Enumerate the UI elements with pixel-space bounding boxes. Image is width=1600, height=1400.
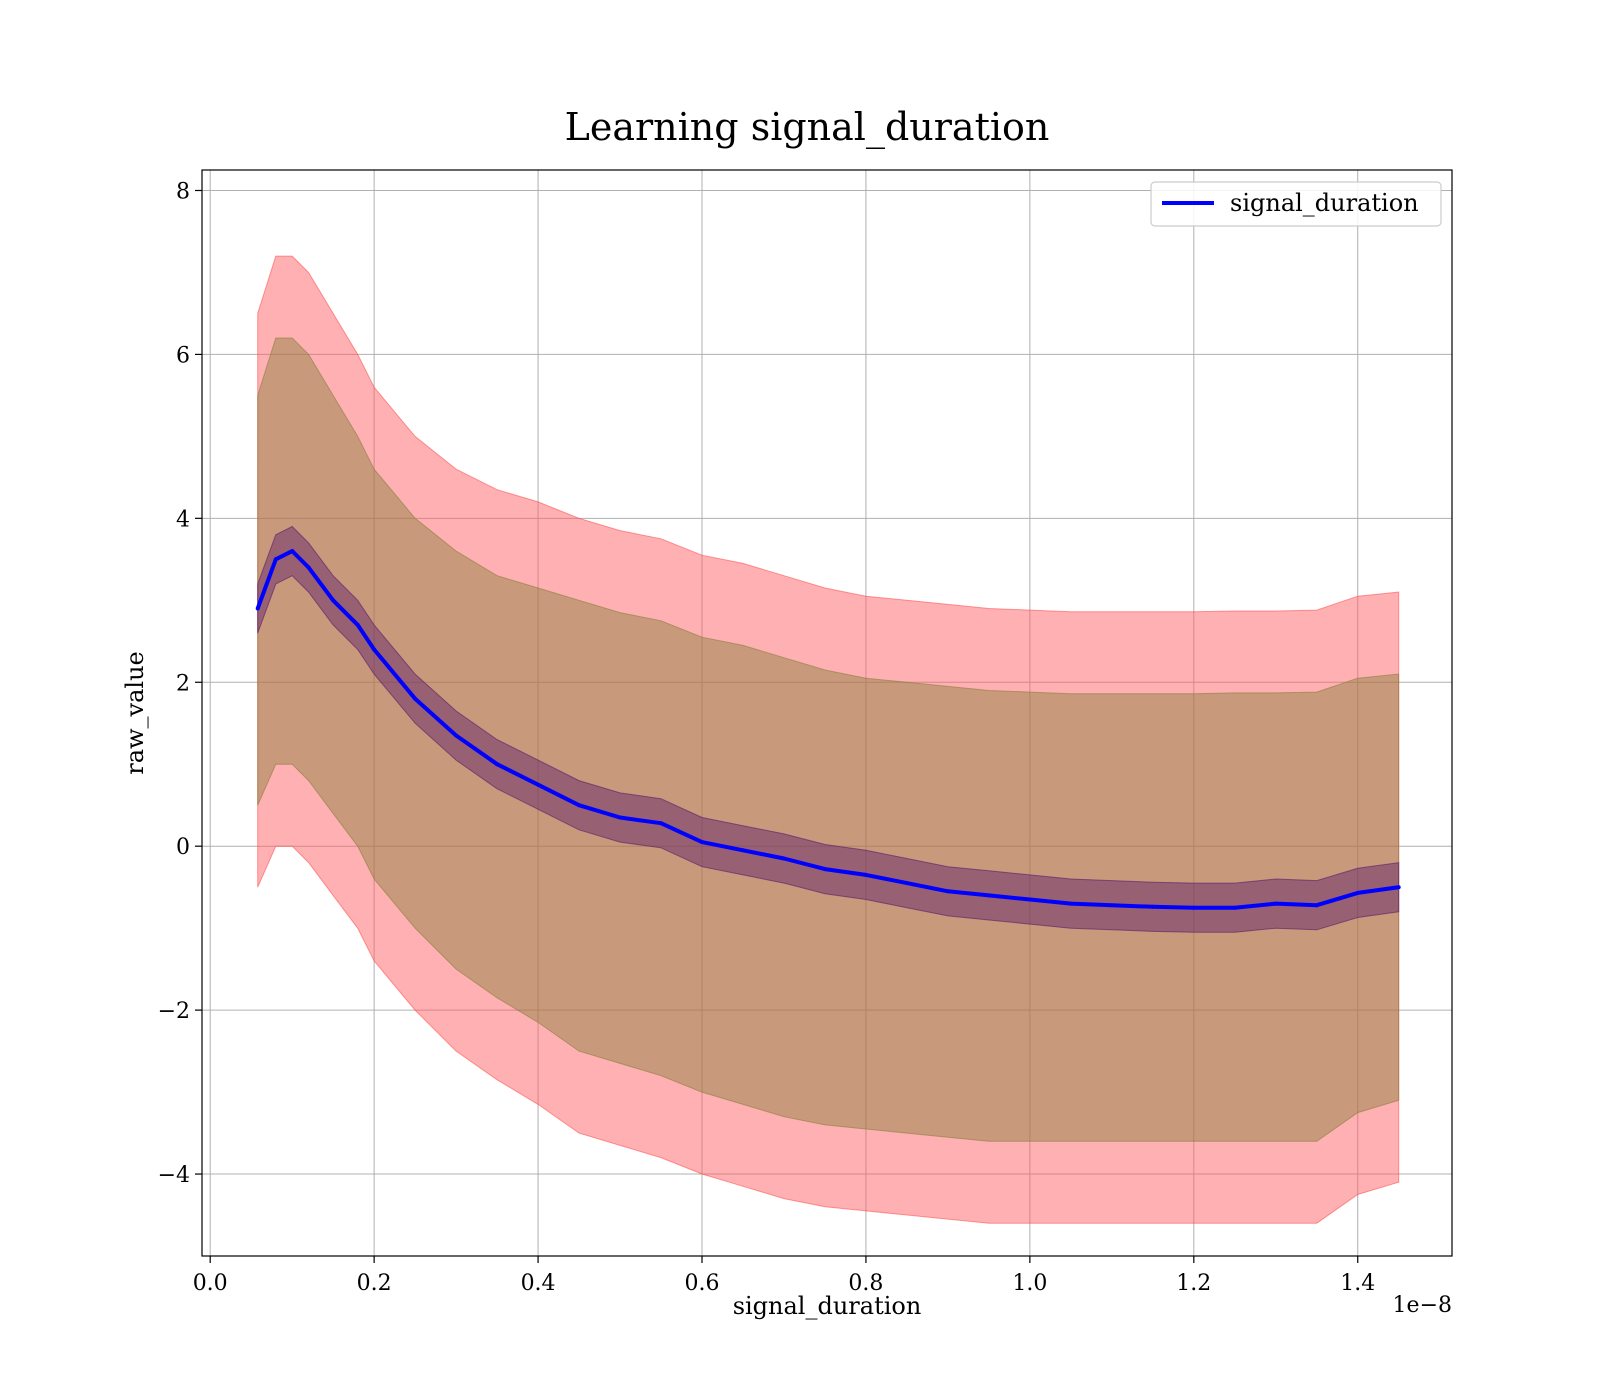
x-tick-label: 0.2: [357, 1271, 392, 1296]
data-point: [273, 557, 278, 562]
data-point: [372, 647, 377, 652]
data-point: [618, 815, 622, 820]
y-tick-label: 2: [176, 671, 190, 696]
y-tick-label: 8: [176, 179, 190, 204]
data-point: [355, 622, 360, 627]
series-line: [255, 549, 1399, 910]
y-tick-label: 0: [176, 835, 190, 860]
series-lines: [255, 549, 1401, 910]
data-point: [290, 549, 295, 554]
y-tick-label: −2: [158, 999, 190, 1024]
x-axis-ticks: 0.0 0.2 0.4 0.6 0.8 1.0 1.2 1.4: [193, 1256, 1375, 1296]
outer-band: [257, 255, 1400, 1224]
data-point: [823, 867, 827, 872]
y-tick-label: 6: [176, 343, 190, 368]
y-axis-label: raw_value: [121, 651, 149, 775]
data-point: [306, 565, 311, 570]
data-point: [577, 803, 581, 808]
data-point: [741, 848, 745, 853]
data-point: [413, 696, 418, 701]
data-point: [1027, 897, 1032, 902]
data-point: [1314, 903, 1319, 908]
data-point: [1355, 890, 1360, 895]
data-point: [1232, 905, 1237, 910]
x-tick-label: 0.8: [848, 1271, 883, 1296]
data-point: [1396, 885, 1401, 890]
data-point: [1068, 901, 1073, 906]
x-tick-label: 1.2: [1176, 1271, 1211, 1296]
x-tick-label: 0.0: [193, 1271, 228, 1296]
y-tick-label: −4: [158, 1163, 190, 1188]
data-point: [904, 881, 909, 886]
confidence-bands: [257, 255, 1400, 1224]
x-tick-label: 1.0: [1012, 1271, 1047, 1296]
data-point: [700, 840, 704, 845]
data-point: [659, 821, 663, 826]
data-point: [1150, 904, 1155, 909]
data-point: [536, 782, 541, 787]
legend-label: signal_duration: [1230, 189, 1419, 217]
inner-band: [257, 525, 1400, 933]
data-point: [986, 893, 991, 898]
data-point: [863, 872, 868, 877]
x-axis-label: signal_duration: [733, 1292, 922, 1320]
data-point: [454, 733, 459, 738]
x-tick-label: 1.4: [1340, 1271, 1375, 1296]
legend: signal_duration: [1150, 181, 1442, 227]
x-axis-offset-label: 1e−8: [1393, 1293, 1452, 1318]
data-point: [945, 889, 950, 894]
data-point: [1109, 903, 1114, 908]
y-axis-ticks: −4 −2 0 2 4 6 8: [158, 179, 202, 1188]
data-point: [1191, 905, 1196, 910]
y-tick-label: 4: [176, 507, 190, 532]
data-point: [495, 762, 500, 767]
chart-title: Learning signal_duration: [565, 105, 1050, 150]
data-point: [782, 856, 786, 861]
middle-band: [257, 337, 1400, 1142]
grid: [202, 170, 1452, 1256]
plot-frame: [201, 169, 1453, 1257]
data-point: [331, 598, 336, 603]
x-tick-label: 0.4: [521, 1271, 556, 1296]
x-tick-label: 0.6: [685, 1271, 720, 1296]
legend-box: [1150, 181, 1442, 227]
data-point: [1273, 901, 1278, 906]
data-point: [255, 606, 260, 611]
